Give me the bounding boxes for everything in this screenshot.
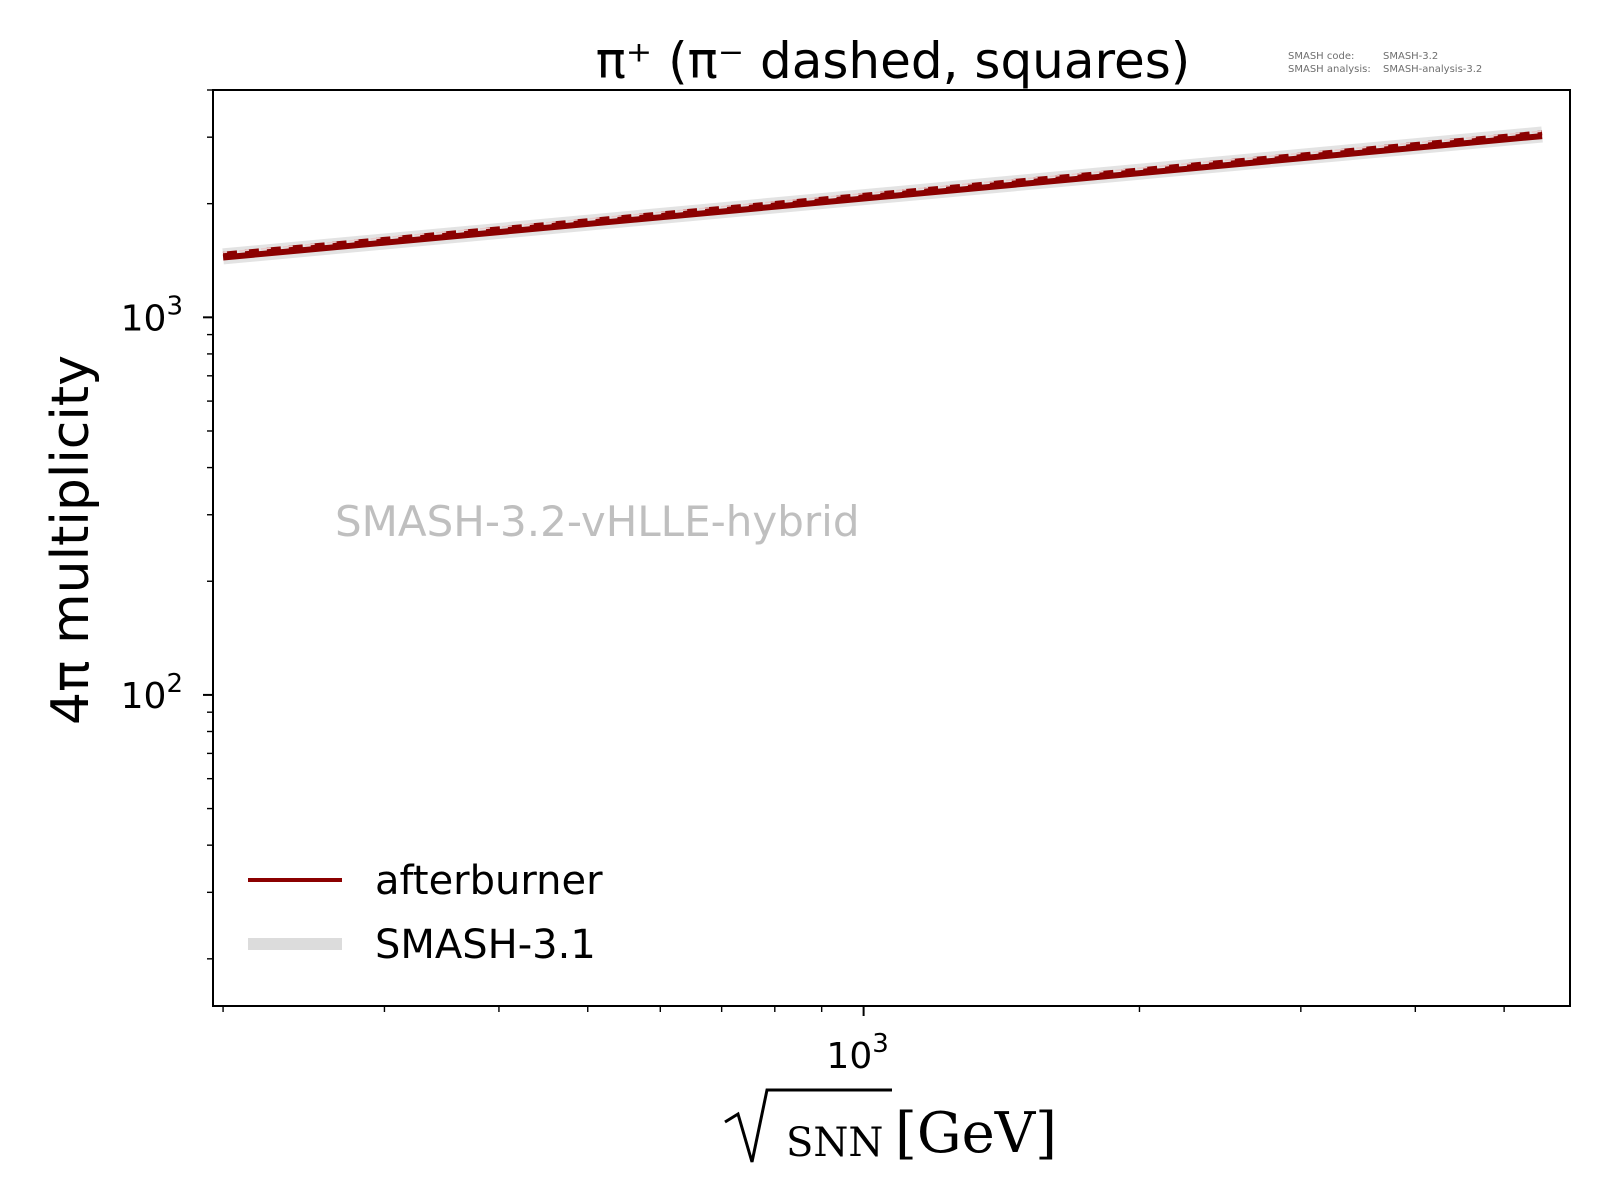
x-tick-label: 103 bbox=[826, 1029, 888, 1077]
series-layer bbox=[222, 126, 1543, 265]
y-tick-label-exponent: 3 bbox=[166, 291, 183, 321]
x-tick-label-exponent: 3 bbox=[872, 1029, 889, 1059]
chart-title: π⁺ (π⁻ dashed, squares) bbox=[596, 32, 1191, 90]
y-axis-label: 4π multiplicity bbox=[41, 355, 101, 725]
meta-code-label: SMASH code: bbox=[1288, 51, 1354, 62]
x-axis-label-unit: [GeV] bbox=[895, 1101, 1057, 1166]
meta-code-value: SMASH-3.2 bbox=[1383, 51, 1438, 62]
legend-label-afterburner: afterburner bbox=[375, 858, 603, 904]
y-tick-label: 102 bbox=[121, 669, 183, 717]
y-tick-label-base: 10 bbox=[121, 298, 167, 339]
series-line-afterburner bbox=[222, 133, 1543, 261]
x-tick-label-base: 10 bbox=[826, 1036, 872, 1077]
x-axis-label-variable: SNN bbox=[786, 1120, 883, 1166]
legend-label-smash-3-1: SMASH-3.1 bbox=[375, 922, 596, 968]
watermark: SMASH-3.2-vHLLE-hybrid bbox=[335, 497, 860, 546]
y-tick-label: 103 bbox=[121, 291, 183, 339]
y-tick-label-exponent: 2 bbox=[166, 669, 183, 699]
series-line-pi-minus-highlight bbox=[223, 130, 1543, 254]
sqrt-sign bbox=[724, 1088, 892, 1163]
legend: afterburner SMASH-3.1 bbox=[248, 858, 603, 968]
series-line-dashed-2 bbox=[222, 130, 1543, 257]
x-axis-label: SNN [GeV] bbox=[724, 1088, 1057, 1166]
meta-analysis-label: SMASH analysis: bbox=[1288, 64, 1371, 75]
meta-analysis-value: SMASH-analysis-3.2 bbox=[1383, 64, 1482, 75]
y-tick-label-base: 10 bbox=[121, 676, 167, 717]
